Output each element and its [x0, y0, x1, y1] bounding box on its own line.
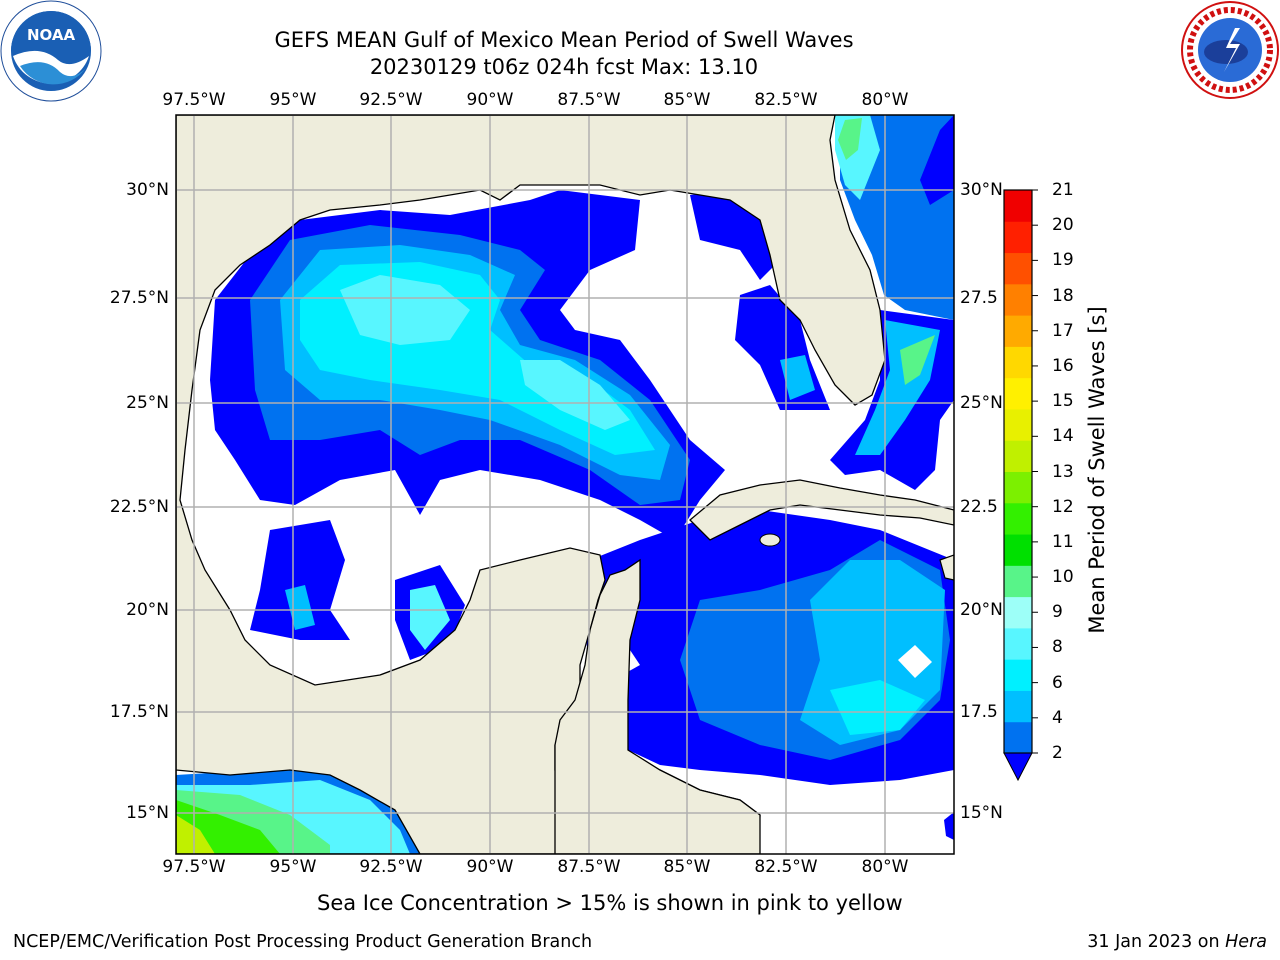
swell-region-east-gulf-mid	[780, 355, 815, 400]
lon-label-bottom: 97.5°W	[162, 857, 226, 877]
lat-label-left: 22.5°N	[109, 497, 169, 517]
colorbar-tick-label: 13	[1052, 461, 1074, 482]
colorbar-band	[1004, 596, 1032, 629]
lon-label-bottom: 87.5°W	[557, 857, 621, 877]
swell-region-straits-green	[900, 335, 935, 385]
colorbar-band	[1004, 315, 1032, 347]
svg-text:NOAA: NOAA	[27, 26, 76, 44]
footer-date-text: 31 Jan 2023 on	[1087, 932, 1226, 952]
colorbar-tick-label: 4	[1052, 707, 1063, 728]
lon-label-bottom: 95°W	[269, 857, 317, 877]
lat-label-right: 27.5	[960, 288, 998, 308]
colorbar-band	[1004, 346, 1032, 379]
colorbar-tick-label: 15	[1052, 391, 1074, 412]
colorbar-tick-label: 16	[1052, 355, 1074, 376]
colorbar-band	[1004, 659, 1032, 691]
lon-label-top: 87.5°W	[557, 90, 621, 110]
colorbar-tick-label: 11	[1052, 531, 1074, 552]
colorbar-band	[1004, 377, 1032, 410]
colorbar-tick-label: 17	[1052, 320, 1074, 341]
swell-region-atlantic-green	[838, 118, 862, 160]
land-isle-of-youth	[759, 533, 781, 547]
colorbar-band	[1004, 190, 1032, 222]
colorbar	[1004, 189, 1038, 754]
colorbar-band	[1004, 721, 1032, 754]
lon-label-top: 97.5°W	[162, 90, 226, 110]
map-title: GEFS MEAN Gulf of Mexico Mean Period of …	[274, 28, 854, 52]
colorbar-band	[1004, 627, 1032, 660]
colorbar-label: Mean Period of Swell Waves [s]	[1085, 306, 1109, 634]
colorbar-tick-label: 12	[1052, 496, 1074, 517]
lat-label-left: 20°N	[126, 600, 169, 620]
footer-machine: Hera	[1225, 932, 1267, 952]
colorbar-band	[1004, 283, 1032, 316]
colorbar-band	[1004, 471, 1032, 504]
lat-label-right: 22.5	[960, 497, 998, 517]
lon-label-top: 82.5°W	[754, 90, 818, 110]
swell-region-caribbean-light	[830, 680, 925, 735]
lon-label-bottom: 82.5°W	[754, 857, 818, 877]
swell-region-caribbean-corner	[944, 812, 954, 840]
lat-label-left: 27.5°N	[109, 288, 169, 308]
lon-label-bottom: 92.5°W	[359, 857, 423, 877]
swell-region-gulf-pale-2	[520, 360, 630, 430]
lon-label-top: 95°W	[269, 90, 317, 110]
noaa-logo: NOAA	[0, 0, 102, 102]
lon-label-top: 90°W	[466, 90, 514, 110]
map-subtitle: 20230129 t06z 024h fcst Max: 13.10	[369, 55, 759, 79]
colorbar-tick-label: 10	[1052, 567, 1074, 588]
gridlines	[176, 115, 954, 854]
lon-label-bottom: 90°W	[466, 857, 514, 877]
lat-label-left: 30°N	[126, 180, 169, 200]
colorbar-band	[1004, 252, 1032, 285]
lat-label-right: 30°N	[960, 180, 1003, 200]
lat-label-left: 17.5°N	[109, 702, 169, 722]
colorbar-band	[1004, 440, 1032, 472]
lat-label-right: 25°N	[960, 393, 1003, 413]
colorbar-band	[1004, 502, 1032, 535]
swell-region-pacific-yellow-green	[176, 815, 215, 854]
lat-label-right: 15°N	[960, 803, 1003, 823]
land-hispaniola	[939, 554, 954, 581]
colorbar-frame	[1003, 189, 1033, 754]
colorbar-tick-label: 9	[1052, 602, 1063, 623]
colorbar-tick-label: 18	[1052, 285, 1074, 306]
map-frame	[175, 114, 955, 855]
colorbar-tick-label: 6	[1052, 672, 1063, 693]
national-weather-service-logo	[1180, 0, 1280, 100]
colorbar-tick-label: 2	[1052, 743, 1063, 763]
colorbar-tick-label: 21	[1052, 180, 1074, 200]
lat-label-left: 25°N	[126, 393, 169, 413]
colorbar-extend-arrow	[1003, 752, 1033, 782]
lon-label-top: 80°W	[861, 90, 909, 110]
lon-label-top: 92.5°W	[359, 90, 423, 110]
colorbar-tick-label: 14	[1052, 426, 1074, 447]
swell-region-campeche-pale	[410, 585, 450, 650]
lat-label-left: 15°N	[126, 803, 169, 823]
colorbar-band	[1004, 565, 1032, 598]
lon-label-bottom: 85°W	[663, 857, 711, 877]
lat-label-right: 20°N	[960, 600, 1003, 620]
colorbar-band	[1004, 690, 1032, 723]
colorbar-band	[1004, 408, 1032, 441]
footer-credit: NCEP/EMC/Verification Post Processing Pr…	[13, 932, 593, 952]
colorbar-tick-label: 19	[1052, 250, 1074, 271]
colorbar-tick-label: 8	[1052, 637, 1063, 658]
colorbar-band	[1004, 221, 1032, 254]
footer-date: 31 Jan 2023 on Hera	[1087, 932, 1267, 952]
swell-region-gulf-pale	[340, 275, 470, 345]
lon-label-top: 85°W	[663, 90, 711, 110]
sea-ice-note: Sea Ice Concentration > 15% is shown in …	[317, 891, 903, 915]
lon-label-bottom: 80°W	[861, 857, 909, 877]
no-data-patch	[898, 645, 932, 678]
colorbar-band	[1004, 534, 1032, 566]
swell-region-atlantic-deep	[920, 115, 954, 205]
colorbar-tick-label: 20	[1052, 215, 1074, 236]
lat-label-right: 17.5	[960, 702, 998, 722]
